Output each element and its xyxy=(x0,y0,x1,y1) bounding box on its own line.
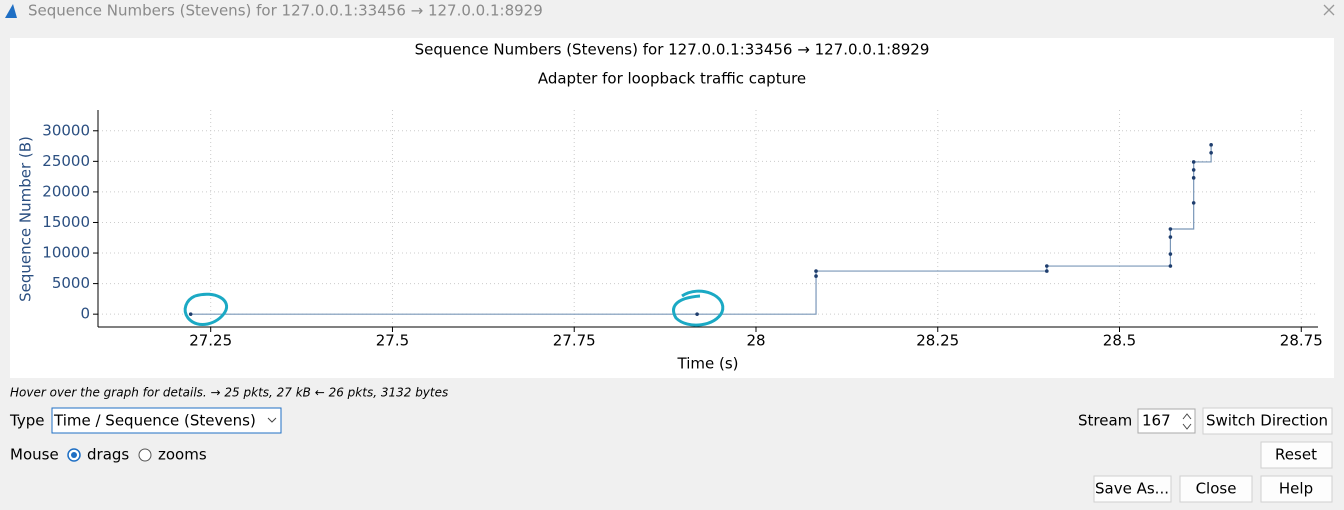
y-tick-label: 25000 xyxy=(42,152,90,170)
type-label: Type xyxy=(9,412,44,430)
data-point xyxy=(1045,269,1049,273)
y-axis-label: Sequence Number (B) xyxy=(17,136,35,302)
zooms-text: zooms xyxy=(158,446,207,464)
data-point xyxy=(1191,201,1196,205)
x-axis-label: Time (s) xyxy=(677,355,739,373)
x-tick-label: 27.25 xyxy=(189,332,232,350)
save-text: Save As... xyxy=(1095,480,1169,498)
x-tick-label: 28 xyxy=(746,332,765,350)
drags-text: drags xyxy=(87,446,129,464)
reset-text: Reset xyxy=(1275,446,1317,464)
data-point xyxy=(1168,264,1173,268)
app-icon xyxy=(5,4,17,18)
x-tick-label: 28.75 xyxy=(1280,332,1323,350)
chart-subtitle: Adapter for loopback traffic capture xyxy=(538,70,806,88)
data-point xyxy=(1191,160,1196,164)
data-point xyxy=(1191,168,1196,172)
chart-title: Sequence Numbers (Stevens) for 127.0.0.1… xyxy=(415,41,930,59)
select-arrow xyxy=(267,417,277,423)
close-icon[interactable] xyxy=(1323,4,1335,16)
mouse-label: Mouse xyxy=(10,446,59,464)
data-point xyxy=(814,274,818,278)
y-tick-label: 30000 xyxy=(42,121,90,139)
help-text: Help xyxy=(1279,480,1313,498)
close-button[interactable] xyxy=(1179,475,1253,503)
stream-value: 167 xyxy=(1142,412,1171,430)
data-point xyxy=(1045,264,1049,268)
switch-direction-text: Switch Direction xyxy=(1206,412,1328,430)
y-tick-label: 10000 xyxy=(42,244,90,262)
y-tick-label: 15000 xyxy=(42,213,90,231)
data-point xyxy=(1209,150,1213,155)
switch-direction-button[interactable] xyxy=(1202,407,1333,435)
zooms-radio[interactable] xyxy=(138,448,152,462)
x-tick-label: 27.5 xyxy=(376,332,409,350)
reset-button[interactable] xyxy=(1260,441,1333,469)
type-select[interactable] xyxy=(51,407,282,434)
data-point xyxy=(1168,252,1173,256)
y-tick-label: 0 xyxy=(80,305,90,323)
data-point xyxy=(1168,235,1173,239)
x-tick-label: 27.75 xyxy=(553,332,596,350)
x-tick-label: 28.25 xyxy=(916,332,959,350)
plot-panel xyxy=(10,38,1334,378)
radio-dot xyxy=(71,452,77,458)
data-point xyxy=(188,312,193,316)
data-point xyxy=(1168,227,1173,231)
spinner-arrows xyxy=(1182,413,1192,430)
stream-label: Stream xyxy=(1078,412,1132,430)
data-point xyxy=(1209,143,1213,147)
status-text: Hover over the graph for details. → 25 p… xyxy=(10,386,448,400)
annotation-circle xyxy=(672,289,725,327)
y-tick-label: 5000 xyxy=(52,274,90,292)
close-text: Close xyxy=(1196,480,1237,498)
title-bar xyxy=(0,0,1344,22)
data-point xyxy=(695,312,699,316)
y-tick-label: 20000 xyxy=(42,182,90,200)
help-button[interactable] xyxy=(1260,475,1333,503)
data-point xyxy=(1191,176,1196,180)
data-point xyxy=(814,269,818,273)
annotation-circle xyxy=(183,292,229,327)
window-title: Sequence Numbers (Stevens) for 127.0.0.1… xyxy=(28,2,543,20)
stream-spinner[interactable] xyxy=(1137,408,1196,434)
x-tick-label: 28.5 xyxy=(1103,332,1136,350)
type-select-value: Time / Sequence (Stevens) xyxy=(53,412,256,430)
save-button[interactable] xyxy=(1093,475,1172,503)
